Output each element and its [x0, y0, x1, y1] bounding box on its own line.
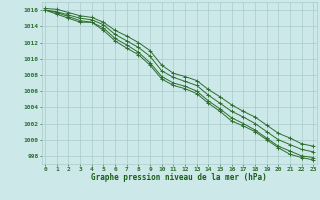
X-axis label: Graphe pression niveau de la mer (hPa): Graphe pression niveau de la mer (hPa) [91, 173, 267, 182]
